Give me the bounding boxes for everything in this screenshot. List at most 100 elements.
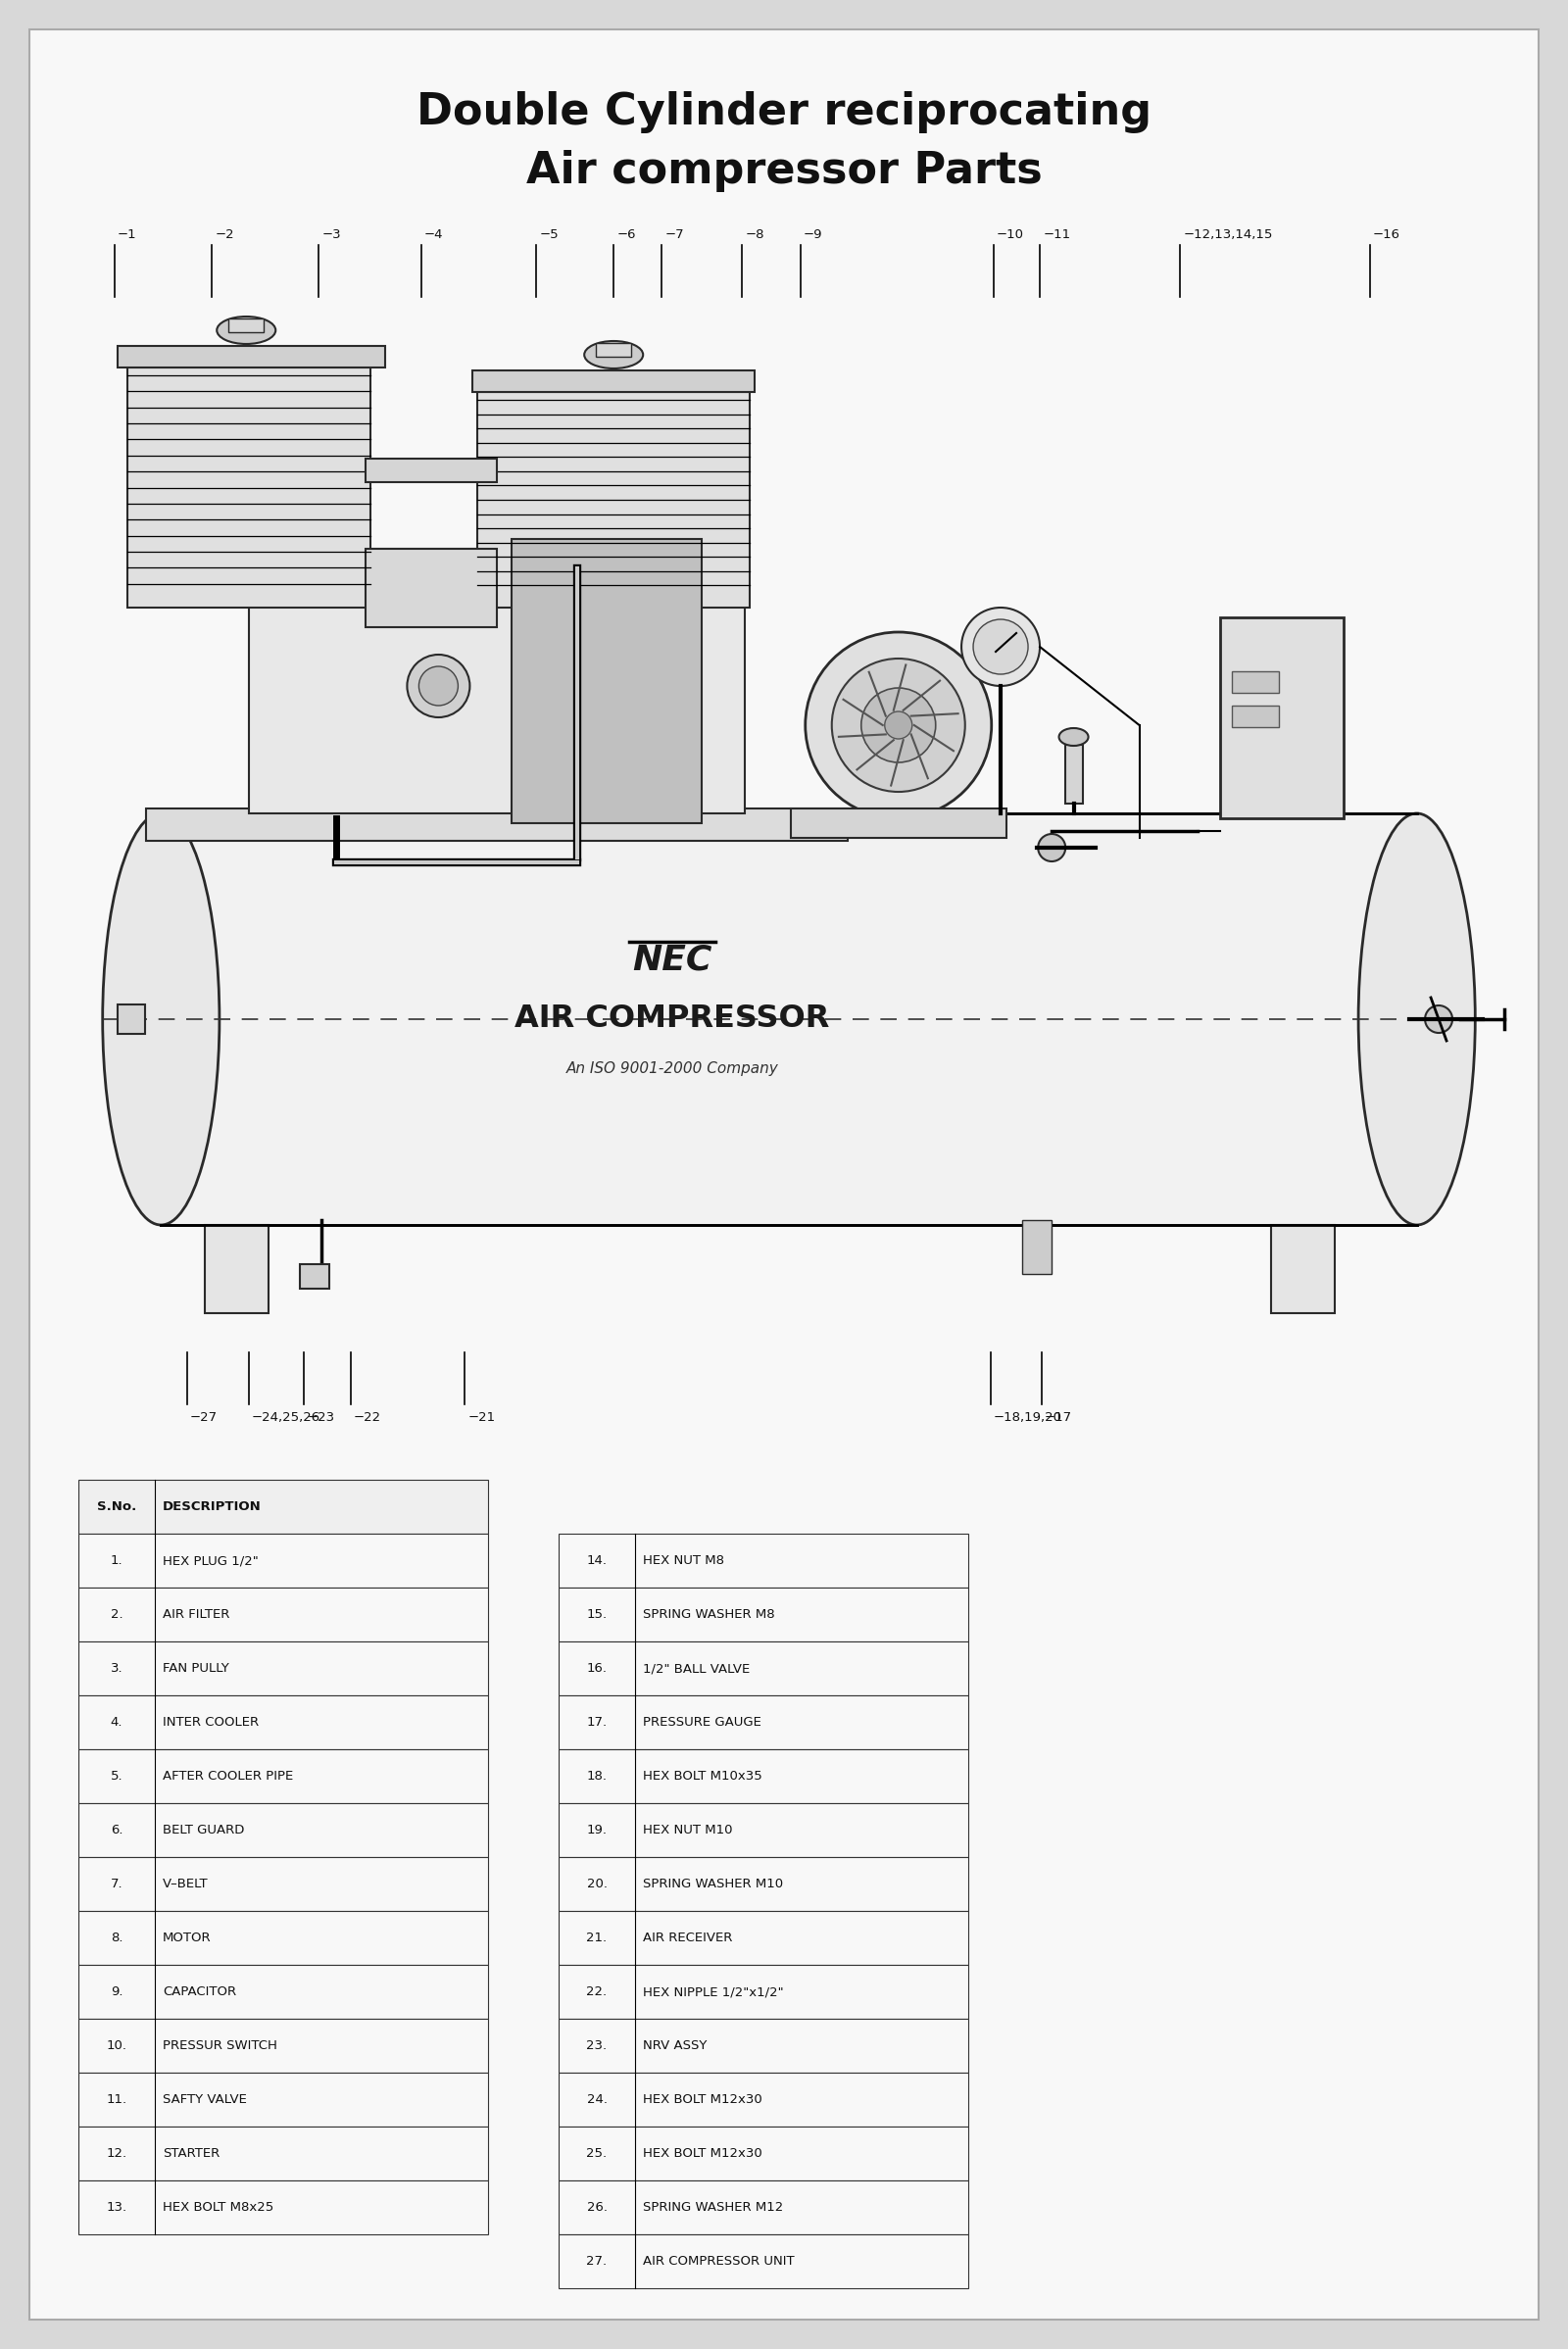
Circle shape <box>861 688 936 763</box>
Text: −10: −10 <box>996 228 1024 242</box>
Text: 19.: 19. <box>586 1823 607 1837</box>
Text: 18.: 18. <box>586 1769 607 1783</box>
Bar <box>558 1588 969 1642</box>
Bar <box>78 1750 488 1804</box>
Bar <box>146 808 847 841</box>
Bar <box>162 813 1417 1224</box>
Text: PRESSUR SWITCH: PRESSUR SWITCH <box>163 2039 278 2053</box>
Bar <box>205 1224 268 1313</box>
Text: −5: −5 <box>539 228 558 242</box>
Bar <box>78 1588 488 1642</box>
Text: −2: −2 <box>215 228 234 242</box>
Bar <box>299 1264 329 1290</box>
Bar <box>558 1750 969 1804</box>
Bar <box>78 2180 488 2234</box>
Text: SPRING WASHER M10: SPRING WASHER M10 <box>643 1877 782 1891</box>
Circle shape <box>884 712 913 740</box>
Ellipse shape <box>216 317 276 343</box>
Bar <box>596 343 632 357</box>
Bar <box>558 2234 969 2288</box>
Bar <box>558 1642 969 1696</box>
Text: An ISO 9001-2000 Company: An ISO 9001-2000 Company <box>566 1062 778 1076</box>
Text: NRV ASSY: NRV ASSY <box>643 2039 707 2053</box>
Bar <box>78 1480 488 1534</box>
Bar <box>118 345 386 366</box>
Circle shape <box>806 632 991 817</box>
Circle shape <box>961 608 1040 686</box>
Text: 24.: 24. <box>586 2093 607 2107</box>
Text: 9.: 9. <box>110 1985 122 1999</box>
Bar <box>78 1534 488 1588</box>
Text: −21: −21 <box>467 1412 495 1423</box>
Text: HEX NUT M8: HEX NUT M8 <box>643 1555 724 1567</box>
Text: S.No.: S.No. <box>97 1501 136 1513</box>
Bar <box>558 1964 969 2018</box>
Ellipse shape <box>585 341 643 369</box>
Bar <box>78 1804 488 1858</box>
Text: 2.: 2. <box>110 1609 122 1621</box>
Text: HEX BOLT M8x25: HEX BOLT M8x25 <box>163 2201 274 2213</box>
Text: 13.: 13. <box>107 2201 127 2213</box>
Text: −12,13,14,15: −12,13,14,15 <box>1184 228 1273 242</box>
Bar <box>249 550 745 813</box>
Bar <box>1022 1219 1052 1273</box>
Text: 15.: 15. <box>586 1609 607 1621</box>
Text: 23.: 23. <box>586 2039 607 2053</box>
Text: SPRING WASHER M8: SPRING WASHER M8 <box>643 1609 775 1621</box>
Text: −3: −3 <box>321 228 340 242</box>
Bar <box>78 2018 488 2072</box>
Text: AIR FILTER: AIR FILTER <box>163 1609 229 1621</box>
Text: 22.: 22. <box>586 1985 607 1999</box>
Text: PRESSURE GAUGE: PRESSURE GAUGE <box>643 1715 762 1729</box>
Text: 26.: 26. <box>586 2201 607 2213</box>
Bar <box>558 1858 969 1912</box>
Text: −9: −9 <box>803 228 823 242</box>
Text: HEX NIPPLE 1/2"x1/2": HEX NIPPLE 1/2"x1/2" <box>643 1985 784 1999</box>
Bar <box>558 1804 969 1858</box>
Bar <box>1231 672 1278 693</box>
Text: 16.: 16. <box>586 1663 607 1675</box>
Bar <box>78 1642 488 1696</box>
Bar <box>472 371 754 392</box>
Bar <box>558 2072 969 2126</box>
Text: FAN PULLY: FAN PULLY <box>163 1663 229 1675</box>
Bar <box>558 1534 969 1588</box>
Bar <box>558 2018 969 2072</box>
Text: −6: −6 <box>616 228 635 242</box>
Text: 10.: 10. <box>107 2039 127 2053</box>
Bar <box>78 1696 488 1750</box>
Text: −16: −16 <box>1374 228 1400 242</box>
Text: −23: −23 <box>307 1412 334 1423</box>
Text: 8.: 8. <box>110 1931 122 1945</box>
Polygon shape <box>127 366 370 608</box>
Bar <box>365 550 497 627</box>
Text: 20.: 20. <box>586 1877 607 1891</box>
Bar <box>1231 705 1278 728</box>
Text: −11: −11 <box>1043 228 1071 242</box>
Text: −7: −7 <box>665 228 684 242</box>
Text: V–BELT: V–BELT <box>163 1877 209 1891</box>
Text: 17.: 17. <box>586 1715 607 1729</box>
Text: 3.: 3. <box>110 1663 122 1675</box>
Bar <box>229 319 263 331</box>
Text: −17: −17 <box>1044 1412 1073 1423</box>
Text: 7.: 7. <box>110 1877 122 1891</box>
Text: CAPACITOR: CAPACITOR <box>163 1985 237 1999</box>
Text: MOTOR: MOTOR <box>163 1931 212 1945</box>
Text: −22: −22 <box>354 1412 381 1423</box>
Bar <box>78 1858 488 1912</box>
Bar <box>78 2126 488 2180</box>
Bar <box>78 2072 488 2126</box>
Text: 14.: 14. <box>586 1555 607 1567</box>
Text: 1.: 1. <box>110 1555 122 1567</box>
Bar <box>790 808 1007 839</box>
Text: 27.: 27. <box>586 2255 607 2267</box>
Bar <box>1270 1224 1334 1313</box>
Text: 5.: 5. <box>110 1769 122 1783</box>
Text: 11.: 11. <box>107 2093 127 2107</box>
Circle shape <box>419 667 458 705</box>
Text: AIR COMPRESSOR: AIR COMPRESSOR <box>514 1003 829 1034</box>
Text: AIR RECEIVER: AIR RECEIVER <box>643 1931 732 1945</box>
Circle shape <box>408 655 470 716</box>
Text: STARTER: STARTER <box>163 2147 220 2159</box>
